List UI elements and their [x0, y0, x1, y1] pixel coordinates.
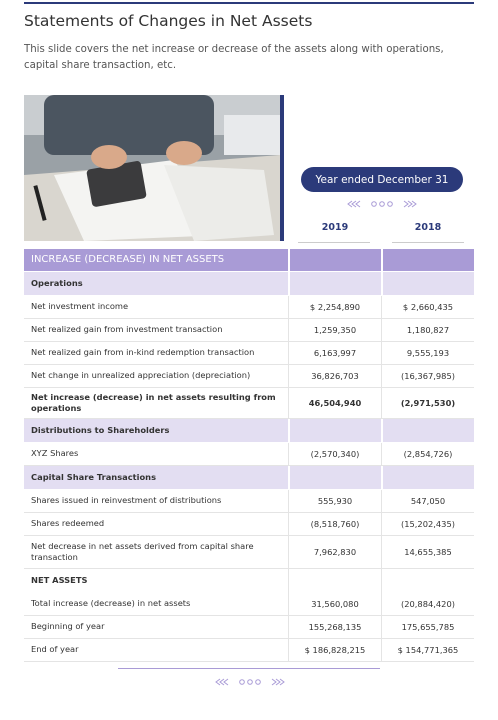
value-cell: 14,655,385 [381, 536, 474, 569]
table: INCREASE (DECREASE) IN NET ASSETS Operati… [24, 249, 474, 662]
heading-cell [288, 249, 381, 272]
section-title: Distributions to Shareholders [24, 419, 288, 443]
value-cell: (16,367,985) [381, 365, 474, 388]
top-rule [24, 2, 474, 4]
value-cell: $ 2,254,890 [288, 296, 381, 319]
value-cell: 31,560,080 [288, 593, 381, 616]
heading-cell [381, 249, 474, 272]
value-cell: (2,971,530) [381, 388, 474, 419]
value-cell: $ 154,771,365 [381, 639, 474, 662]
year-rule [298, 242, 370, 243]
section-cell [288, 569, 381, 593]
value-cell: (15,202,435) [381, 513, 474, 536]
value-cell: 1,180,827 [381, 319, 474, 342]
row-label: End of year [24, 639, 288, 662]
value-cell: (20,884,420) [381, 593, 474, 616]
subtitle: This slide covers the net increase or de… [24, 44, 444, 71]
value-cell: 555,930 [288, 490, 381, 513]
value-cell: 547,050 [381, 490, 474, 513]
row-label: Net increase (decrease) in net assets re… [24, 388, 288, 419]
section-cell [381, 569, 474, 593]
row-label: Beginning of year [24, 616, 288, 639]
section-cell [381, 466, 474, 490]
row-label: Total increase (decrease) in net assets [24, 593, 288, 616]
section-title: Operations [24, 272, 288, 296]
row-label: Shares issued in reinvestment of distrib… [24, 490, 288, 513]
row-label: Net decrease in net assets derived from … [24, 536, 288, 569]
value-cell: 36,826,703 [288, 365, 381, 388]
value-cell: $ 2,660,435 [381, 296, 474, 319]
ornament [347, 200, 417, 208]
value-cell: 155,268,135 [288, 616, 381, 639]
value-cell: $ 186,828,215 [288, 639, 381, 662]
year-badge: Year ended December 31 [301, 167, 463, 192]
value-cell: 9,555,193 [381, 342, 474, 365]
section-cell [381, 272, 474, 296]
section-cell [288, 272, 381, 296]
value-cell: 6,163,997 [288, 342, 381, 365]
title: Statements of Changes in Net Assets [24, 12, 313, 30]
section-cell [381, 419, 474, 443]
value-cell: (2,570,340) [288, 443, 381, 466]
ornament [215, 678, 285, 686]
row-label: Net investment income [24, 296, 288, 319]
value-cell: 1,259,350 [288, 319, 381, 342]
section-cell [288, 419, 381, 443]
row-label: Net change in unrealized appreciation (d… [24, 365, 288, 388]
section-cell [288, 466, 381, 490]
photo [24, 95, 284, 241]
section-title: Capital Share Transactions [24, 466, 288, 490]
row-label: XYZ Shares [24, 443, 288, 466]
value-cell: 175,655,785 [381, 616, 474, 639]
row-label: Shares redeemed [24, 513, 288, 536]
value-cell: (8,518,760) [288, 513, 381, 536]
bottom-rule [118, 668, 380, 669]
row-label: Net realized gain from investment transa… [24, 319, 288, 342]
row-label: Net realized gain from in-kind redemptio… [24, 342, 288, 365]
year-label: 2018 [414, 222, 442, 233]
year-rule [392, 242, 464, 243]
section-title: NET ASSETS [31, 575, 88, 586]
table-heading: INCREASE (DECREASE) IN NET ASSETS [24, 249, 288, 272]
year-label: 2019 [321, 222, 349, 233]
value-cell: 46,504,940 [288, 388, 381, 419]
value-cell: 7,962,830 [288, 536, 381, 569]
value-cell: (2,854,726) [381, 443, 474, 466]
